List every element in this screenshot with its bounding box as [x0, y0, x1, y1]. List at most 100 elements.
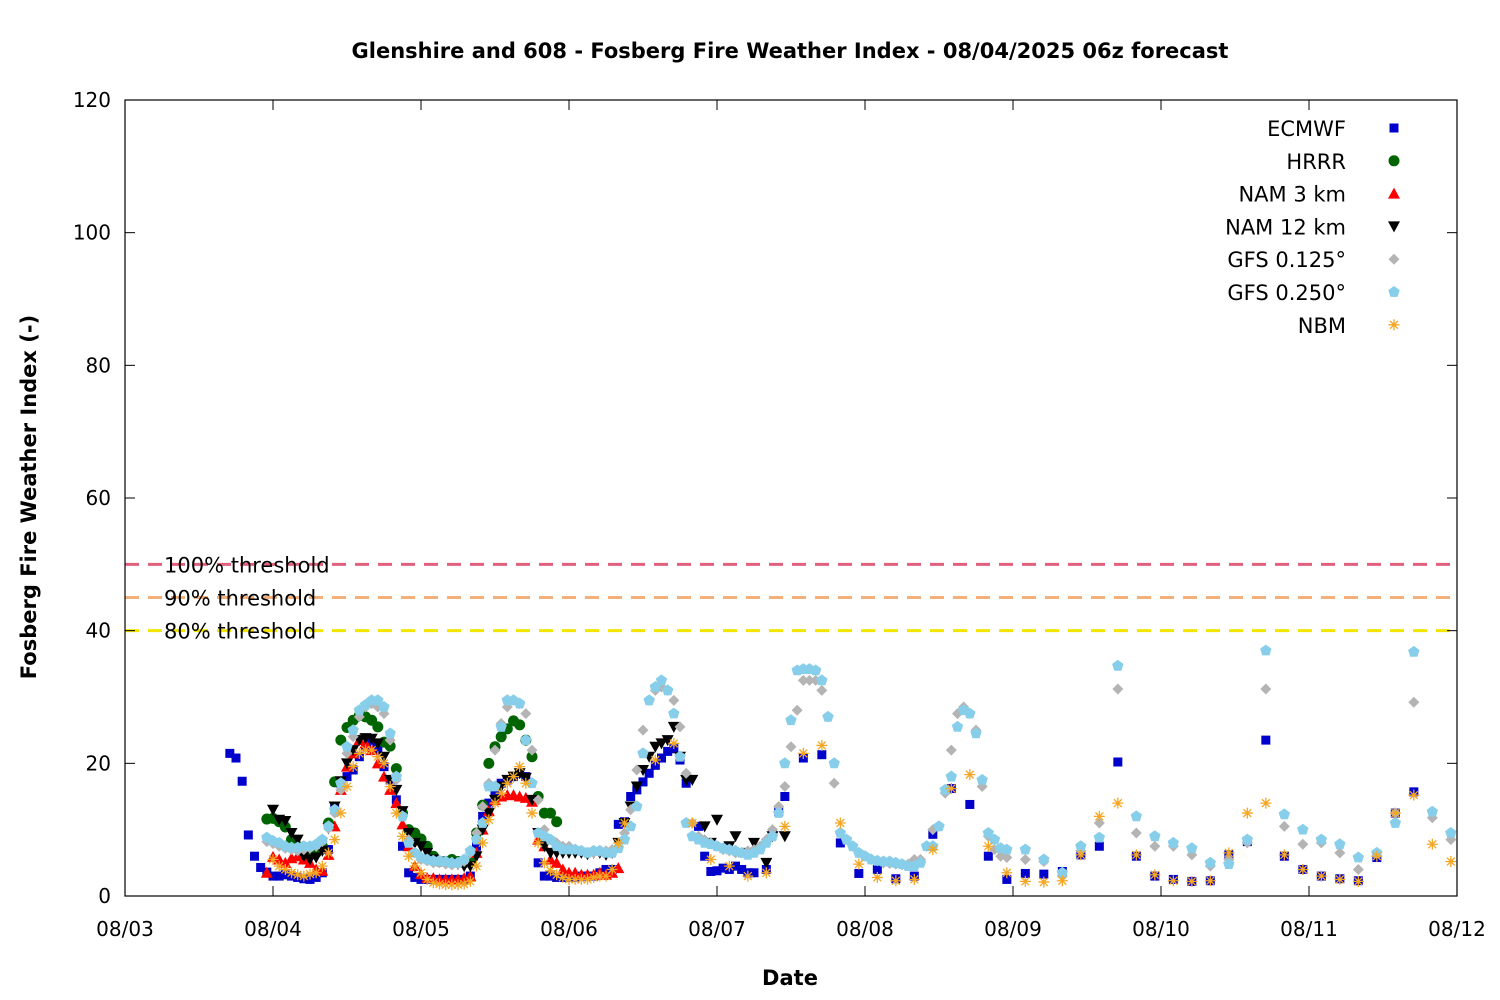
point-ecmwf [490, 788, 500, 798]
point-hrrr [372, 721, 384, 733]
point-gfs-0-250 [489, 780, 501, 792]
point-gfs-0-125 [680, 767, 692, 779]
point-nbm [286, 867, 297, 879]
point-gfs-0-250 [1426, 805, 1438, 817]
point-gfs-0-125 [631, 764, 643, 776]
point-nbm [1075, 849, 1087, 861]
point-gfs-0-250 [945, 770, 957, 782]
point-nbm [434, 878, 445, 890]
point-ecmwf [539, 871, 549, 881]
point-nam-12-km [279, 816, 292, 828]
point-gfs-0-125 [1130, 827, 1142, 839]
point-gfs-0-250 [655, 674, 668, 686]
y-tick-label: 0 [98, 884, 111, 908]
point-nam-3-km [396, 818, 409, 830]
point-nbm [514, 761, 526, 773]
point-gfs-0-250 [316, 833, 328, 845]
point-gfs-0-250 [1112, 659, 1124, 671]
point-ecmwf [694, 821, 703, 831]
point-ecmwf [342, 772, 352, 782]
point-nbm [279, 863, 291, 875]
point-gfs-0-250 [1260, 644, 1272, 656]
point-ecmwf [404, 868, 414, 878]
point-gfs-0-250 [341, 740, 353, 752]
point-gfs-0-250 [378, 701, 390, 712]
point-nbm [267, 854, 279, 866]
point-nbm [397, 830, 408, 842]
point-nbm [816, 739, 828, 751]
point-nbm [1241, 807, 1253, 819]
point-ecmwf [268, 871, 278, 881]
y-tick-label: 40 [86, 619, 111, 643]
point-nbm [1315, 870, 1327, 882]
point-gfs-0-125 [1093, 817, 1105, 829]
point-nbm [310, 867, 322, 879]
point-gfs-0-250 [988, 833, 1001, 845]
point-gfs-0-250 [1038, 853, 1050, 865]
point-nam-12-km [365, 733, 378, 745]
point-nbm [569, 873, 581, 885]
point-nbm [458, 878, 470, 890]
point-gfs-0-250 [1204, 856, 1216, 868]
point-gfs-0-250 [1093, 831, 1105, 843]
point-nbm [471, 860, 482, 872]
point-nbm [1019, 875, 1031, 887]
point-ecmwf [817, 750, 827, 760]
axis-ticks: 0 20 40 60 80 100 120 08/03 08/04 08/05 08/06 08/07… [73, 88, 1486, 941]
point-nbm [273, 860, 285, 872]
point-nbm [292, 869, 304, 881]
point-hrrr [495, 731, 507, 743]
point-nam-12-km [341, 758, 353, 770]
point-nbm [366, 744, 378, 756]
point-gfs-0-250 [372, 694, 384, 706]
point-gfs-0-125 [1001, 852, 1013, 864]
point-nbm [489, 797, 501, 809]
point-ecmwf [712, 866, 722, 876]
point-nbm [329, 834, 341, 846]
point-nbm [557, 871, 569, 883]
x-tick-label: 08/10 [1132, 917, 1190, 941]
point-ecmwf [657, 753, 666, 763]
point-nbm [545, 865, 556, 877]
point-nam-12-km [371, 738, 384, 750]
point-gfs-0-250 [964, 707, 976, 719]
point-nbm [323, 847, 334, 859]
point-nam-12-km [729, 831, 742, 843]
point-gfs-0-250 [1167, 836, 1179, 848]
point-gfs-0-250 [458, 853, 470, 865]
point-gfs-0-125 [1334, 847, 1346, 859]
point-gfs-0-250 [637, 747, 649, 759]
point-nam-12-km [513, 768, 526, 780]
point-nbm [1408, 789, 1420, 801]
point-nbm [526, 807, 538, 819]
point-gfs-0-125 [828, 777, 840, 789]
point-nbm [1093, 810, 1105, 822]
point-nbm [501, 777, 513, 789]
point-gfs-0-125 [1149, 840, 1161, 852]
point-nbm [508, 771, 519, 783]
series-nbm [267, 737, 1457, 891]
point-gfs-0-125 [637, 724, 649, 736]
point-ecmwf [731, 861, 740, 871]
x-tick-label: 08/04 [244, 917, 302, 941]
point-ecmwf [478, 811, 488, 821]
point-gfs-0-250 [816, 674, 828, 686]
point-nbm [927, 844, 939, 856]
x-tick-label: 08/09 [984, 917, 1042, 941]
point-nbm [452, 879, 464, 891]
point-nam-12-km [661, 735, 674, 747]
point-gfs-0-250 [933, 820, 945, 832]
point-nbm [372, 751, 384, 763]
point-gfs-0-250 [390, 770, 402, 782]
point-gfs-0-250 [773, 807, 785, 818]
point-nbm [464, 875, 476, 887]
point-nbm [483, 814, 495, 826]
point-gfs-0-250 [662, 684, 674, 696]
point-nbm [1056, 875, 1068, 887]
point-nbm [440, 879, 452, 891]
point-ecmwf [872, 864, 882, 874]
point-nam-12-km [267, 804, 279, 816]
point-nam-3-km [390, 797, 403, 809]
point-nbm [298, 870, 310, 882]
point-gfs-0-250 [1186, 842, 1198, 854]
